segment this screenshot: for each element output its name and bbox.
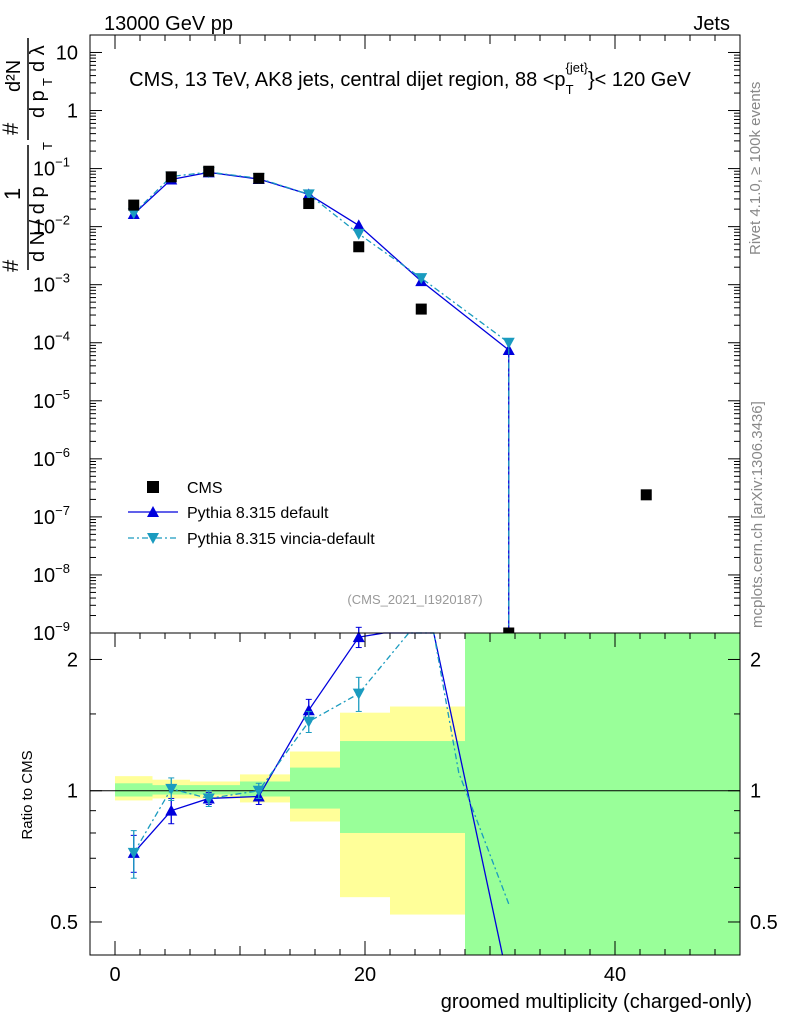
ratio-default-marker [352,631,365,643]
x-axis-label: groomed multiplicity (charged-only) [441,991,752,1013]
cms-data-point [203,165,215,177]
rivet-label: Rivet 4.1.0, ≥ 100k events [747,82,764,255]
vincia-marker [415,273,428,285]
x-ticks: 0 20 40 [89,35,741,986]
ylabel-sub-t-2: T [40,78,55,86]
default-marker [352,219,365,231]
ratio-vincia-line [133,632,510,905]
ratio-tick-label-right: 0.5 [750,912,778,934]
ratio-tick-label-right: 1 [750,781,761,803]
ratio-default-marker [165,804,178,816]
chart-title: CMS, 13 TeV, AK8 jets, central dijet reg… [129,60,691,97]
analysis-watermark: (CMS_2021_I1920187) [347,592,482,607]
uncertainty-band-inner [115,783,153,797]
ratio-tick-label-right: 2 [750,649,761,671]
x-tick-label: 40 [604,964,626,986]
ylabel-sub-t-1: T [40,142,55,150]
x-tick-label: 0 [109,964,120,986]
ratio-vincia-marker [202,793,215,805]
ratio-vincia-marker [252,785,265,797]
main-y-ticks: 10−9 10−8 10−7 10−6 10−5 10−4 10−3 10−2 10−1 1 10 [33,42,740,645]
y-tick-label: 10−2 [33,213,70,239]
ratio-vincia-marker [165,783,178,795]
y-tick-label: 1 [67,101,78,123]
cms-data-point [353,241,365,253]
ylabel-num: d²N [3,60,25,92]
ylabel-dlambda: d λ [27,45,49,72]
ratio-tick-label-left: 0.5 [50,912,78,934]
uncertainty-band-inner [340,741,390,833]
category-label: Jets [693,13,730,35]
y-tick-label: 10 [56,42,78,64]
legend-marker-cms [147,481,159,493]
y-tick-label: 10−4 [33,329,70,355]
ylabel-dn: d N / d p [27,186,49,262]
y-tick-label: 10−7 [33,503,70,529]
ratio-ylabel: Ratio to CMS [19,750,36,839]
ylabel-hash-1: # [0,259,23,272]
y-tick-label: 10−5 [33,387,70,413]
ratio-tick-label-left: 2 [67,649,78,671]
y-tick-label: 10−3 [33,271,70,297]
y-tick-label: 10−8 [33,561,70,587]
ylabel-one: 1 [0,188,25,200]
ratio-vincia-marker [127,847,140,859]
legend-label-default: Pythia 8.315 default [187,505,329,522]
y-tick-label: 10−9 [33,619,70,645]
ratio-frame [89,632,741,956]
vincia-marker [502,337,515,349]
cms-data-point [415,303,427,315]
cms-data-point [303,198,315,210]
ylabel-den: d p [27,90,49,118]
uncertainty-band-inner [390,741,465,833]
legend-marker-vincia [147,533,159,544]
uncertainty-band-inner [240,781,290,797]
main-series [127,165,652,639]
uncertainty-band-inner [190,785,240,795]
legend: CMS Pythia 8.315 default Pythia 8.315 vi… [128,480,375,548]
cms-data-point [640,489,652,501]
process-label: 13000 GeV pp [104,13,233,35]
ylabel-hash-2: # [0,122,23,135]
default-line [133,171,510,633]
uncertainty-band-inner [465,633,740,955]
vincia-marker [127,208,140,220]
ratio-y-ticks: 0.5 0.5 1 1 2 2 [50,649,778,934]
vincia-marker [352,228,365,240]
y-tick-label: 10−1 [33,155,70,181]
ratio-default-marker [302,704,315,716]
legend-label-vincia: Pythia 8.315 vincia-default [187,531,375,548]
vincia-marker [302,189,315,201]
mcplots-label: mcplots.cern.ch [arXiv:1306.3436] [749,401,766,628]
legend-label-cms: CMS [187,480,223,497]
y-tick-label: 10−6 [33,445,70,471]
ratio-vincia-marker [352,688,365,700]
ratio-tick-label-left: 1 [67,781,78,803]
cms-data-point [165,171,177,183]
y-axis-label: # 1 d N / d p T # d²N d p T d λ [0,38,55,272]
cms-data-point [253,172,265,184]
vincia-line [133,171,510,633]
ratio-vincia-marker [302,716,315,728]
x-tick-label: 20 [354,964,376,986]
legend-marker-default [147,506,159,517]
uncertainty-band-inner [290,767,340,809]
cms-data-point [128,199,140,211]
ratio-bands [115,633,740,955]
